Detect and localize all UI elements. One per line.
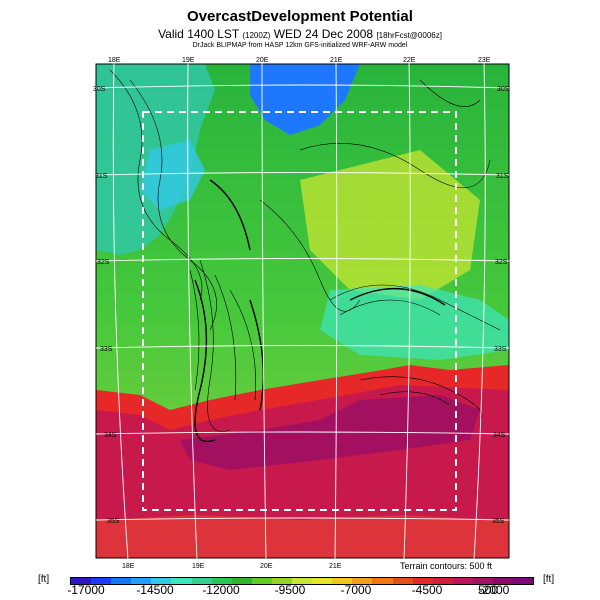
colorbar-swatch <box>392 578 413 584</box>
lat-label-right: 34S <box>493 432 506 439</box>
colorbar-swatch <box>332 578 353 584</box>
lon-label-top: 20E <box>256 57 269 64</box>
colorbar-tick-label: -12000 <box>202 583 240 597</box>
domain-boundary <box>142 111 457 511</box>
valid-time-line: Valid 1400 LST (1200Z) WED 24 Dec 2008 [… <box>0 27 600 41</box>
colorbar-swatch <box>312 578 333 584</box>
colorbar-tick-label: -14500 <box>136 583 174 597</box>
colorbar-swatch <box>131 578 152 584</box>
orange-band <box>96 515 509 558</box>
colorbar-swatch <box>151 578 172 584</box>
cyan-patch <box>140 140 205 210</box>
colorbar-swatch <box>352 578 373 584</box>
lon-label-bottom: 19E <box>192 563 205 570</box>
colorbar-swatch <box>452 578 473 584</box>
colorbar-swatch <box>372 578 393 584</box>
colorbar-swatch <box>492 578 514 584</box>
colorbar-tick-label: 500 <box>477 583 499 597</box>
colorbar-unit-left: [ft] <box>38 574 50 585</box>
teal-band <box>320 285 509 360</box>
lat-label-left: 33S <box>100 346 113 353</box>
blue-region-north <box>250 64 360 135</box>
bold-contours <box>194 179 446 443</box>
lon-label-top: 23E <box>478 57 491 64</box>
field-layer <box>96 64 509 558</box>
lon-label-bottom: 21E <box>329 563 342 570</box>
purple-region <box>180 395 480 470</box>
colorbar-swatch <box>191 578 212 584</box>
lat-label-right: 33S <box>494 346 507 353</box>
lon-label-bottom: 18E <box>122 563 135 570</box>
map-frame <box>95 63 510 559</box>
lat-label-right: 32S <box>495 259 508 266</box>
colorbar-swatch <box>211 578 232 584</box>
lat-label-right: 31S <box>496 173 509 180</box>
colorbar <box>70 577 534 585</box>
colorbar-swatch <box>251 578 272 584</box>
valid-date: WED 24 Dec 2008 <box>273 27 374 41</box>
colorbar-swatch <box>432 578 453 584</box>
lat-label-left: 30S <box>93 86 106 93</box>
chart-title: OvercastDevelopment Potential <box>187 8 413 25</box>
lon-label-bottom: 20E <box>260 563 273 570</box>
colorbar-swatch <box>91 578 112 584</box>
model-info: DrJack BLIPMAP from HASP 12km GFS-initia… <box>192 42 408 49</box>
colorbar-swatch <box>111 578 132 584</box>
coordinate-labels: 18E 19E 20E 21E 22E 23E 18E 19E 20E 21E 30S 31S 32S 3… <box>93 57 510 570</box>
colorbar-swatch <box>171 578 192 584</box>
colorbar-unit-right: [ft] <box>543 574 555 585</box>
lat-label-left: 35S <box>107 518 120 525</box>
valid-utc: (1200Z) <box>242 31 271 40</box>
terrain-contours <box>109 69 501 432</box>
forecast-run: [18hrFcst@0006z] <box>376 31 442 40</box>
lat-label-left: 32S <box>97 259 110 266</box>
lat-lon-grid <box>95 61 510 561</box>
lon-label-top: 22E <box>403 57 416 64</box>
yellow-region <box>300 150 480 300</box>
terrain-contour-note: Terrain contours: 500 ft <box>400 561 493 571</box>
colorbar-tick-label: -7000 <box>340 583 372 597</box>
lat-label-right: 35S <box>492 518 505 525</box>
lat-label-left: 34S <box>104 432 117 439</box>
colorbar-swatch <box>271 578 293 584</box>
lon-label-top: 18E <box>108 57 121 64</box>
colorbar-swatch <box>472 578 493 584</box>
colorbar-tick-label: -9500 <box>274 583 306 597</box>
lon-label-top: 19E <box>182 57 195 64</box>
colorbar-swatch <box>292 578 313 584</box>
lat-label-left: 31S <box>95 173 108 180</box>
colorbar-swatch <box>412 578 433 584</box>
colorbar-swatch <box>231 578 252 584</box>
valid-prefix: Valid 1400 LST <box>158 27 240 41</box>
colorbar-swatch <box>513 578 534 584</box>
colorbar-tick-label: -2000 <box>478 583 510 597</box>
colorbar-swatch <box>71 578 92 584</box>
colorbar-tick-label: -4500 <box>411 583 443 597</box>
lon-label-top: 21E <box>330 57 343 64</box>
colorbar-tick-label: -17000 <box>67 583 105 597</box>
lat-label-right: 30S <box>497 86 510 93</box>
